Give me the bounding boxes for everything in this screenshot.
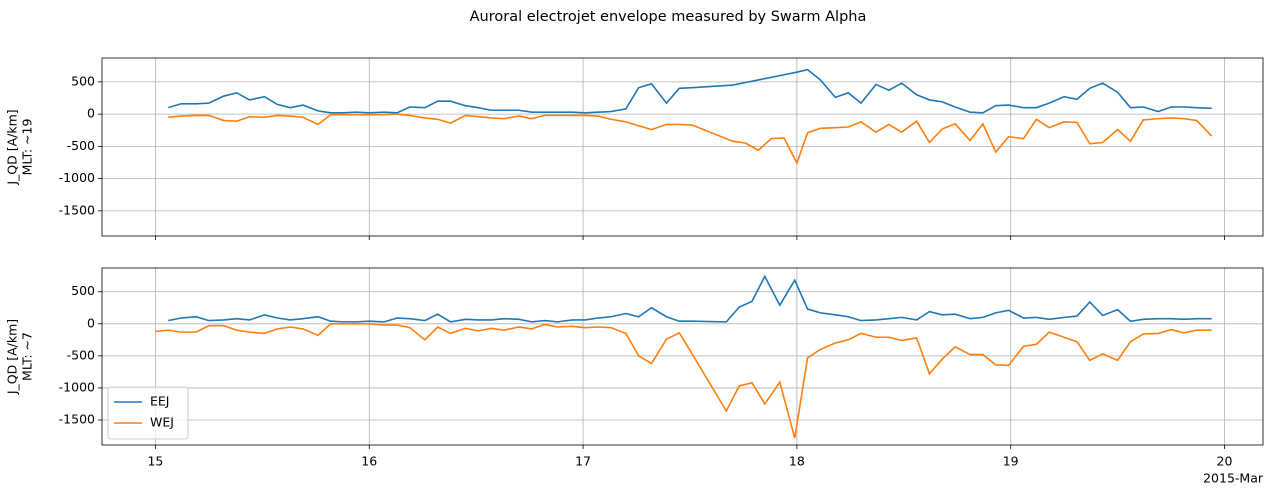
x-tick-label: 16 <box>361 454 377 469</box>
legend-box <box>107 386 189 440</box>
legend-label: WEJ <box>150 415 174 430</box>
series-line <box>168 68 1212 114</box>
axes: 500 0 -500 -1000 -1500 J_QD [A/km]MLT: ~19 <box>4 57 1264 240</box>
y-axis-label-line: MLT: ~7 <box>19 332 34 381</box>
x-tick-label: 20 <box>1217 454 1233 469</box>
axes-frame <box>101 57 1264 237</box>
y-tick-label: 0 <box>87 106 95 121</box>
axes: 15 16 17 18 19 20 500 0 -500 -1000 -1500 J_QD [A/km… <box>4 267 1264 486</box>
series-line <box>168 274 1212 323</box>
axes-frame <box>101 267 1264 446</box>
y-tick-label: 500 <box>71 283 95 298</box>
y-tick-label: -500 <box>67 347 95 362</box>
y-tick-label: -1000 <box>59 379 95 394</box>
series-line <box>168 113 1213 166</box>
figure-title: Auroral electrojet envelope measured by … <box>470 9 867 25</box>
x-tick-label: 17 <box>575 454 591 469</box>
x-offset-label: 2015-Mar <box>1203 471 1264 486</box>
legend-label: EEJ <box>150 394 169 409</box>
x-tick-label: 19 <box>1003 454 1019 469</box>
y-tick-label: -1000 <box>59 170 95 185</box>
y-axis-label-line: MLT: ~19 <box>19 119 34 176</box>
y-tick-label: -1500 <box>59 202 95 217</box>
y-axis-label-line: J_QD [A/km] <box>4 109 19 185</box>
y-axis-label: J_QD [A/km]MLT: ~19 <box>4 109 34 185</box>
y-tick-label: 0 <box>87 315 95 330</box>
y-axis-label-line: J_QD [A/km] <box>4 319 19 395</box>
y-tick-label: -1500 <box>59 411 95 426</box>
series-line <box>155 322 1212 439</box>
y-tick-label: -500 <box>67 138 95 153</box>
x-tick-label: 15 <box>147 454 163 469</box>
x-tick-label: 18 <box>789 454 805 469</box>
y-axis-label: J_QD [A/km]MLT: ~7 <box>4 319 34 395</box>
y-tick-label: 500 <box>71 73 95 88</box>
